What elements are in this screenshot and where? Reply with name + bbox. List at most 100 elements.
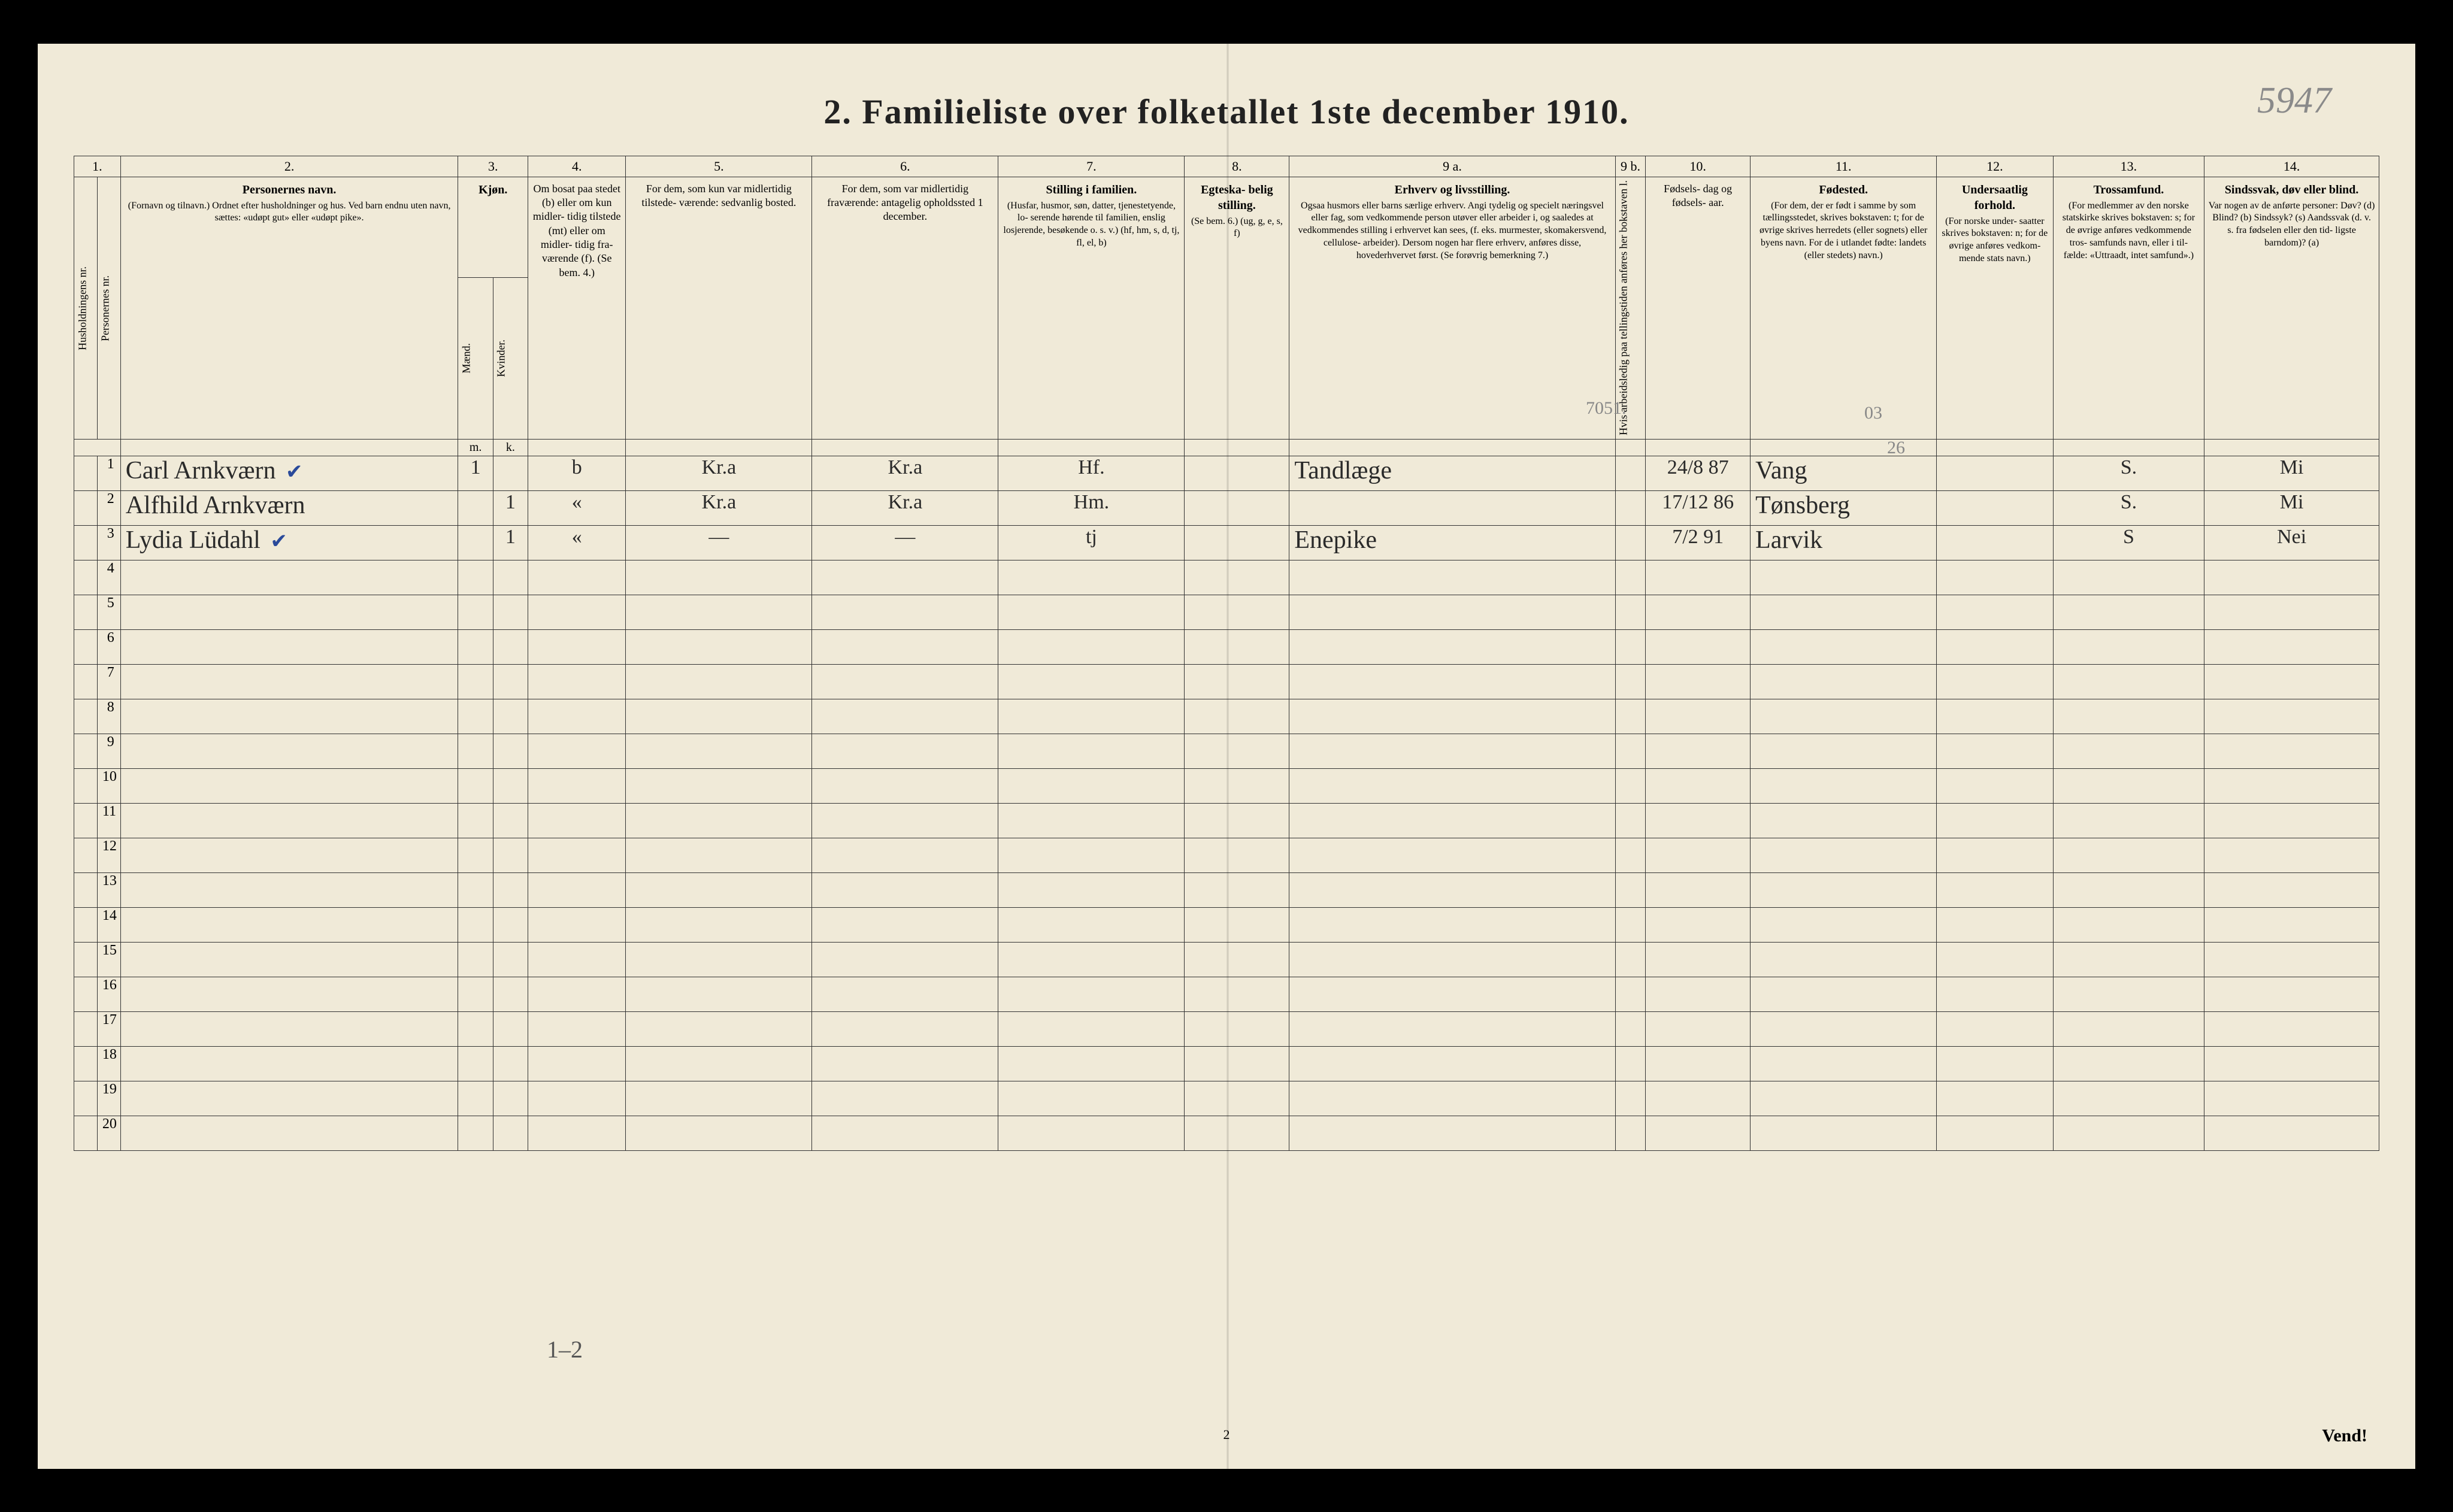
hdr-maend: Mænd. bbox=[458, 277, 493, 440]
cell bbox=[1185, 977, 1289, 1012]
cell bbox=[1937, 1012, 2053, 1047]
cell bbox=[528, 734, 626, 769]
cell bbox=[2053, 908, 2204, 943]
cell: 11 bbox=[97, 804, 120, 838]
cell: Kr.a bbox=[626, 491, 812, 526]
cell bbox=[1289, 804, 1615, 838]
table-row: 14 bbox=[74, 908, 2379, 943]
cell bbox=[626, 630, 812, 665]
cell bbox=[1615, 1012, 1646, 1047]
table-row: 1Carl Arnkværn ✔1bKr.aKr.aHf.Tandlæge24/… bbox=[74, 456, 2379, 491]
cell bbox=[1937, 943, 2053, 977]
cell bbox=[2053, 665, 2204, 699]
cell bbox=[2204, 560, 2379, 595]
cell bbox=[1646, 1081, 1751, 1116]
cell bbox=[998, 560, 1185, 595]
cell bbox=[998, 804, 1185, 838]
cell: 1 bbox=[97, 456, 120, 491]
cell bbox=[998, 943, 1185, 977]
cell bbox=[626, 595, 812, 630]
cell bbox=[1615, 838, 1646, 873]
cell: 1 bbox=[458, 456, 493, 491]
cell bbox=[812, 873, 998, 908]
hdr-sindssvak-title: Sindssvak, døv eller blind. bbox=[2208, 182, 2375, 198]
hdr-sindssvak: Sindssvak, døv eller blind. Var nogen av… bbox=[2204, 177, 2379, 440]
cell bbox=[528, 804, 626, 838]
cell bbox=[626, 1081, 812, 1116]
hdr-fodselsdag: Fødsels- dag og fødsels- aar. bbox=[1646, 177, 1751, 440]
cell bbox=[1289, 560, 1615, 595]
cell: 5 bbox=[97, 595, 120, 630]
cell bbox=[812, 1116, 998, 1151]
table-row: 15 bbox=[74, 943, 2379, 977]
cell bbox=[120, 977, 458, 1012]
cell bbox=[493, 838, 528, 873]
hdr-egteskab-sub: (Se bem. 6.) (ug, g, e, s, f) bbox=[1188, 216, 1285, 241]
cell bbox=[626, 560, 812, 595]
cell bbox=[1751, 769, 1937, 804]
hdr-navn-title: Personernes navn. bbox=[125, 182, 455, 198]
cell bbox=[120, 560, 458, 595]
cell bbox=[493, 734, 528, 769]
cell: 1 bbox=[493, 526, 528, 560]
cell bbox=[626, 734, 812, 769]
cell bbox=[1289, 595, 1615, 630]
cell bbox=[998, 1081, 1185, 1116]
cell bbox=[458, 1116, 493, 1151]
cell bbox=[458, 769, 493, 804]
cell bbox=[458, 734, 493, 769]
cell bbox=[2204, 699, 2379, 734]
cell bbox=[812, 769, 998, 804]
table-row: 7 bbox=[74, 665, 2379, 699]
colnum-7: 7. bbox=[998, 156, 1185, 177]
cell: 6 bbox=[97, 630, 120, 665]
cell bbox=[528, 943, 626, 977]
column-number-row: 1. 2. 3. 4. 5. 6. 7. 8. 9 a. 9 b. 10. 11… bbox=[74, 156, 2379, 177]
cell: Lydia Lüdahl ✔ bbox=[120, 526, 458, 560]
cell: 7 bbox=[97, 665, 120, 699]
cell bbox=[1289, 908, 1615, 943]
cell bbox=[812, 943, 998, 977]
cell bbox=[493, 977, 528, 1012]
cell: Hf. bbox=[998, 456, 1185, 491]
cell bbox=[1289, 943, 1615, 977]
cell: 4 bbox=[97, 560, 120, 595]
hdr-tros-sub: (For medlemmer av den norske statskirke … bbox=[2057, 200, 2201, 262]
cell: Mi bbox=[2204, 456, 2379, 491]
cell bbox=[1185, 665, 1289, 699]
cell bbox=[1751, 908, 1937, 943]
cell bbox=[74, 665, 98, 699]
cell bbox=[998, 734, 1185, 769]
cell bbox=[2204, 804, 2379, 838]
cell bbox=[74, 560, 98, 595]
cell bbox=[1937, 699, 2053, 734]
cell: 13 bbox=[97, 873, 120, 908]
cell bbox=[812, 977, 998, 1012]
cell bbox=[1646, 873, 1751, 908]
cell bbox=[1937, 734, 2053, 769]
cell bbox=[1615, 630, 1646, 665]
cell bbox=[1646, 734, 1751, 769]
cell bbox=[1646, 560, 1751, 595]
cell bbox=[1615, 804, 1646, 838]
cell bbox=[1937, 977, 2053, 1012]
cell: 7/2 91 bbox=[1646, 526, 1751, 560]
cell bbox=[998, 630, 1185, 665]
cell: « bbox=[528, 526, 626, 560]
cell: 24/8 87 bbox=[1646, 456, 1751, 491]
colnum-12: 12. bbox=[1937, 156, 2053, 177]
cell bbox=[120, 665, 458, 699]
colnum-5: 5. bbox=[626, 156, 812, 177]
cell bbox=[528, 838, 626, 873]
cell bbox=[812, 1012, 998, 1047]
cell bbox=[74, 1047, 98, 1081]
cell bbox=[1185, 734, 1289, 769]
cell bbox=[2053, 630, 2204, 665]
cell bbox=[2053, 873, 2204, 908]
check-icon: ✔ bbox=[286, 460, 303, 484]
cell bbox=[2053, 699, 2204, 734]
cell bbox=[1751, 1047, 1937, 1081]
cell bbox=[1289, 734, 1615, 769]
cell bbox=[626, 873, 812, 908]
cell bbox=[458, 699, 493, 734]
